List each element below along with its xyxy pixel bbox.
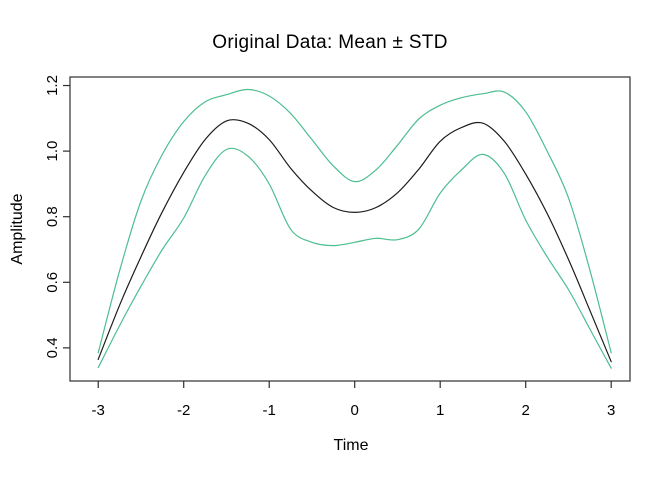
x-axis-label: Time [334, 437, 369, 454]
plot-frame [69, 76, 631, 382]
x-tick-label: 3 [607, 402, 615, 419]
x-tick-label: 1 [436, 402, 444, 419]
plot-title: Original Data: Mean ± STD [212, 32, 447, 53]
y-tick-label: 0.6 [44, 272, 61, 293]
mean-minus-std-line [97, 147, 612, 369]
y-tick-label: 0.4 [44, 337, 61, 358]
x-tick-label: 0 [351, 402, 359, 419]
axis-tick-labels: -3 -2 -1 0 1 2 3 0.4 0.6 0.8 1.0 1.2 [44, 75, 615, 419]
mean-plus-std-line [97, 88, 612, 354]
x-tick-label: 2 [522, 402, 530, 419]
mean-line [97, 119, 612, 363]
y-tick-label: 1.0 [44, 141, 61, 162]
y-tick-label: 0.8 [44, 206, 61, 227]
y-axis-label: Amplitude [9, 193, 26, 264]
axis-ticks [63, 84, 612, 388]
x-tick-label: -3 [92, 402, 105, 419]
y-tick-label: 1.2 [44, 75, 61, 96]
x-tick-label: -2 [177, 402, 190, 419]
data-curves [97, 88, 612, 369]
x-tick-label: -1 [263, 402, 276, 419]
